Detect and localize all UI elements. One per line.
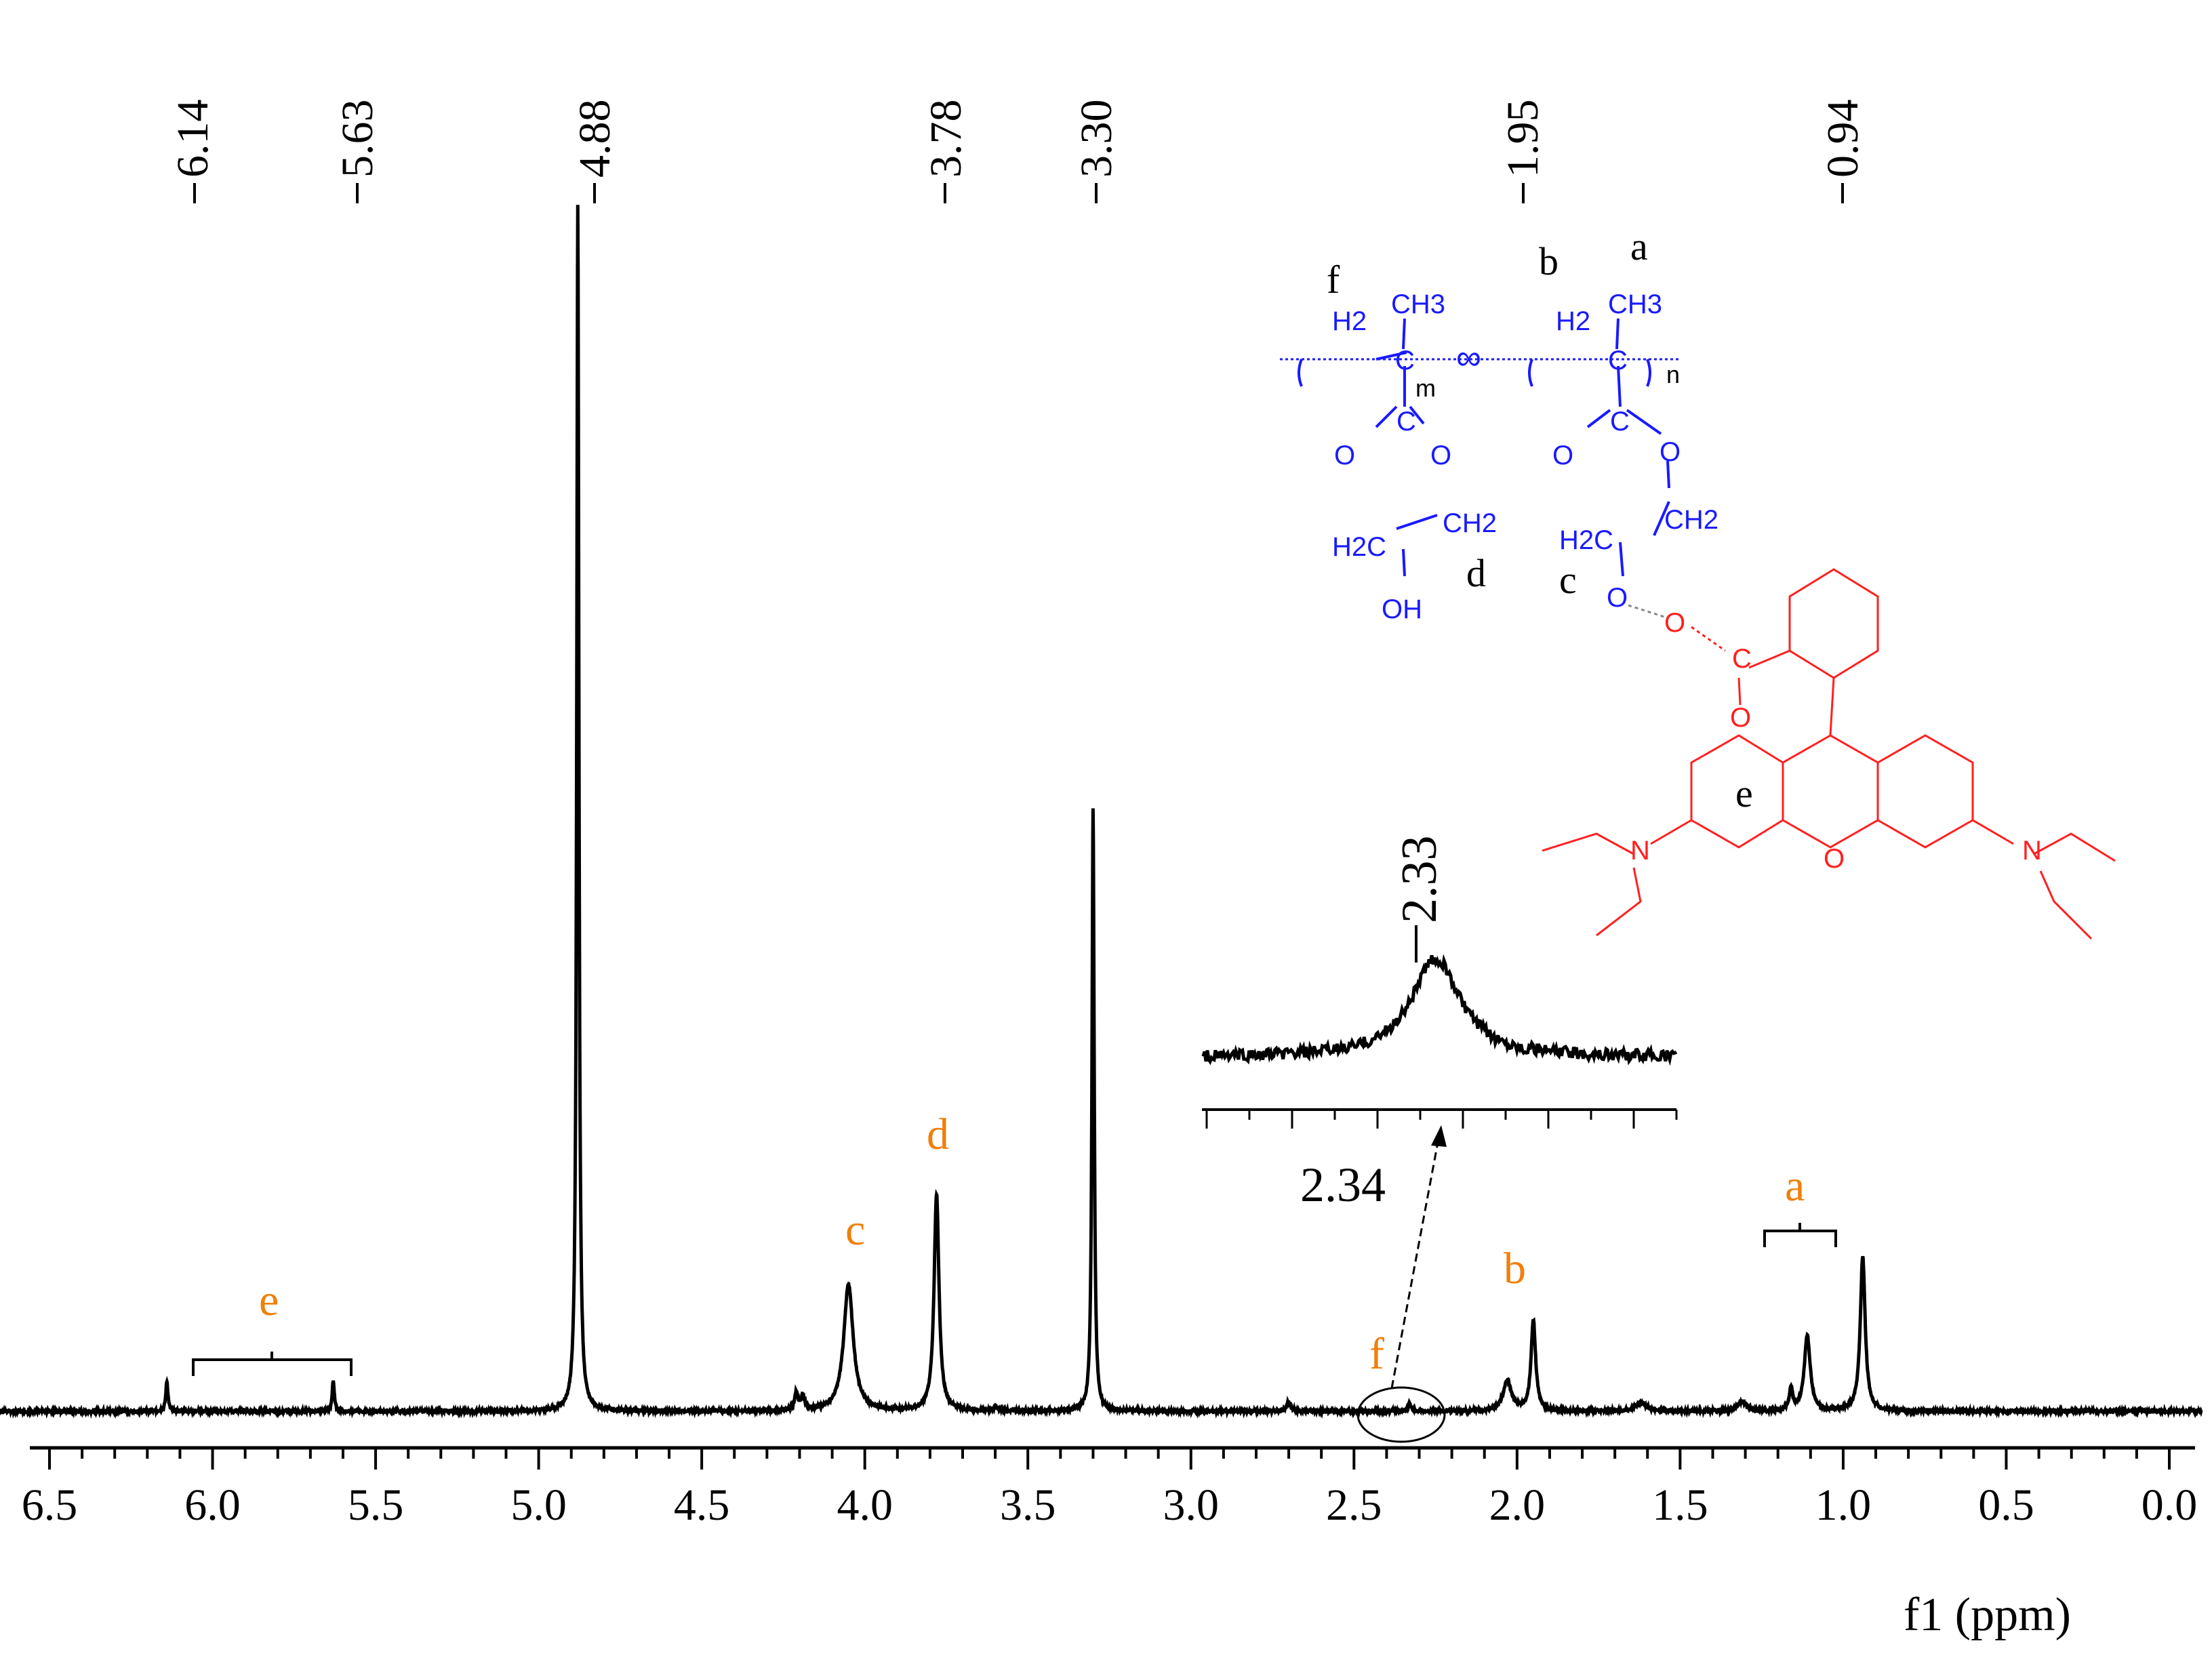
unit-label-e: e bbox=[1735, 771, 1753, 815]
peak-label-6-14: 6.14 bbox=[168, 100, 218, 178]
polymer-structure bbox=[1280, 318, 1681, 577]
peak-label-5-63: 5.63 bbox=[333, 100, 382, 178]
atom-n-1: N bbox=[1630, 836, 1650, 866]
x-tick-label: 1.5 bbox=[1652, 1480, 1708, 1530]
x-tick-label: 4.0 bbox=[837, 1480, 893, 1530]
x-tick-label: 0.0 bbox=[2141, 1480, 2198, 1530]
atom-o-6: O bbox=[1664, 608, 1685, 638]
dye-structure bbox=[1542, 568, 2116, 940]
callout-arrow-line bbox=[1390, 1138, 1440, 1389]
atom-infinity: ∞ bbox=[1456, 338, 1481, 378]
atom-h2c-2: H2C bbox=[1559, 525, 1613, 555]
atom-n: n bbox=[1666, 361, 1680, 388]
x-tick-label: 1.0 bbox=[1815, 1480, 1872, 1530]
atom-oh: OH bbox=[1382, 594, 1422, 624]
letter-b-label: b bbox=[1504, 1244, 1526, 1293]
inset-spectrum: 2.33 bbox=[1201, 836, 1678, 1129]
peak-label-3-30: 3.30 bbox=[1072, 100, 1121, 178]
peak-label-0-94: 0.94 bbox=[1818, 100, 1868, 178]
letter-c-label: c bbox=[845, 1205, 865, 1255]
bracket-a bbox=[1763, 1223, 1837, 1247]
atom-c-3: C bbox=[1396, 407, 1416, 437]
x-tick-label: 0.5 bbox=[1978, 1480, 2034, 1530]
atom-c-4: C bbox=[1610, 407, 1630, 437]
x-tick-label: 3.5 bbox=[1000, 1480, 1056, 1530]
atom-o-4: O bbox=[1660, 437, 1681, 467]
atom-ch2-2: CH2 bbox=[1664, 505, 1718, 535]
f-peak-ellipse bbox=[1356, 1386, 1446, 1443]
letter-e-label: e bbox=[259, 1276, 279, 1325]
atom-c-5: C bbox=[1732, 644, 1752, 674]
atom-h2c-1: H2C bbox=[1332, 532, 1386, 562]
inset-peak-label: 2.33 bbox=[1392, 836, 1447, 924]
atom-ch3-1: CH3 bbox=[1391, 289, 1445, 319]
x-tick-label: 5.0 bbox=[510, 1480, 567, 1530]
x-axis-ticks: 6.5 6.0 5.5 5.0 4.5 4.0 3.5 3.0 2.5 2.0 1.5 1.0 0.5 0… bbox=[22, 1448, 2198, 1530]
x-axis-label: f1 (ppm) bbox=[1904, 1589, 2071, 1641]
letter-d-label: d bbox=[927, 1110, 949, 1159]
atom-o-3: O bbox=[1552, 441, 1573, 470]
inset-line bbox=[1201, 954, 1678, 1066]
peak-label-ticks bbox=[193, 183, 1844, 203]
unit-label-d: d bbox=[1466, 551, 1486, 595]
x-tick-label: 6.0 bbox=[184, 1480, 241, 1530]
atom-o-8: O bbox=[1824, 844, 1845, 874]
unit-label-f: f bbox=[1327, 258, 1340, 302]
atom-m: m bbox=[1415, 374, 1436, 402]
peak-label-1-95: 1.95 bbox=[1498, 100, 1548, 178]
peak-label-3-78: 3.78 bbox=[921, 100, 971, 178]
unit-label-b: b bbox=[1539, 239, 1559, 283]
x-tick-label: 2.5 bbox=[1326, 1480, 1382, 1530]
atom-o-1: O bbox=[1334, 441, 1355, 470]
unit-label-a: a bbox=[1630, 224, 1648, 268]
atom-o-7: O bbox=[1730, 703, 1751, 733]
atom-ch3-2: CH3 bbox=[1608, 289, 1662, 319]
atom-c-1: C bbox=[1395, 346, 1415, 376]
spectrum-line bbox=[0, 205, 2203, 1419]
atom-h2-2: H2 bbox=[1556, 306, 1590, 336]
atom-n-2: N bbox=[2022, 836, 2042, 866]
atom-c-2: C bbox=[1608, 346, 1628, 376]
x-tick-label: 4.5 bbox=[674, 1480, 730, 1530]
x-tick-label: 6.5 bbox=[22, 1480, 78, 1530]
unit-label-c: c bbox=[1559, 558, 1577, 602]
letter-a-label: a bbox=[1785, 1161, 1805, 1211]
polymer-atoms: H2 CH3 C m ∞ H2 CH3 C n C O O C O O H2C … bbox=[1332, 289, 1718, 624]
callout-arrow-head bbox=[1431, 1125, 1447, 1147]
peak-label-group: 6.14 5.63 4.88 3.78 3.30 1.95 0.94 bbox=[168, 100, 1868, 178]
atom-ch2-1: CH2 bbox=[1443, 508, 1497, 538]
atom-o-5: O bbox=[1607, 583, 1628, 613]
x-tick-label: 3.0 bbox=[1163, 1480, 1220, 1530]
peak-label-4-88: 4.88 bbox=[570, 100, 620, 178]
atom-o-2: O bbox=[1430, 441, 1451, 470]
inset-ticks bbox=[1205, 1110, 1678, 1129]
x-tick-label: 2.0 bbox=[1489, 1480, 1546, 1530]
bracket-e bbox=[192, 1352, 353, 1376]
atom-h2-1: H2 bbox=[1332, 306, 1367, 336]
dye-atoms: O C O O N N bbox=[1630, 608, 2042, 874]
letter-f-label: f bbox=[1369, 1329, 1384, 1379]
x-tick-label: 5.5 bbox=[348, 1480, 404, 1530]
callout-label: 2.34 bbox=[1300, 1158, 1386, 1212]
